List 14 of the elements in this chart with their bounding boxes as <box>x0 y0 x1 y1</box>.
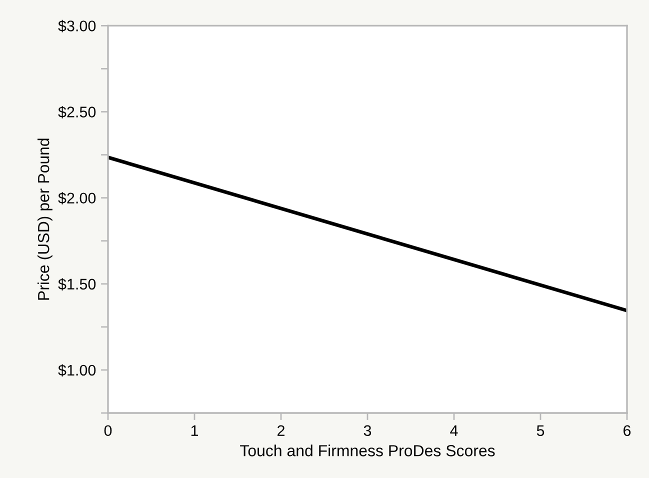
x-tick-label: 3 <box>364 425 372 436</box>
y-axis-title: Price (USD) per Pound <box>38 138 52 300</box>
x-tick-label: 6 <box>624 425 631 436</box>
y-tick-label: $1.00 <box>58 364 96 377</box>
y-tick-label: $1.50 <box>58 278 96 290</box>
y-tick-label: $3.00 <box>58 20 96 32</box>
y-tick-label: $2.50 <box>58 106 96 118</box>
y-tick-label: $2.00 <box>58 192 96 204</box>
x-tick-label: 2 <box>278 425 284 436</box>
x-tick-label: 4 <box>450 425 458 436</box>
x-axis-title: Touch and Firmness ProDes Scores <box>240 444 495 456</box>
x-tick-label: 5 <box>536 425 544 436</box>
x-tick-label: 1 <box>191 425 198 436</box>
x-tick-label: 0 <box>104 425 112 436</box>
